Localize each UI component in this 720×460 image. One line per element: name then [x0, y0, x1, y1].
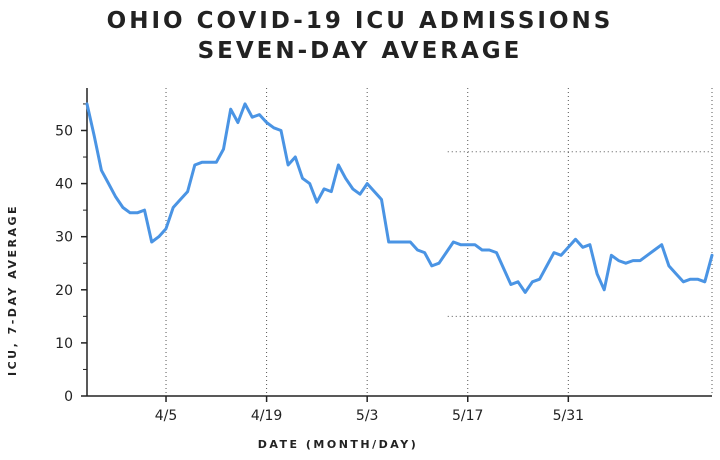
x-tick-label: 4/5 [155, 408, 178, 424]
x-ticks: 4/5 4/19 5/3 5/17 5/31 [155, 396, 584, 424]
series-line [85, 102, 714, 294]
x-tick-label: 5/3 [356, 408, 379, 424]
y-tick-label: 0 [64, 389, 73, 405]
x-tick-label: 5/17 [452, 408, 483, 424]
chart-subtitle: SEVEN-DAY AVERAGE [197, 38, 523, 64]
y-tick-label: 10 [55, 336, 73, 352]
x-tick-label: 4/19 [251, 408, 282, 424]
chart-title: OHIO COVID-19 ICU ADMISSIONS [106, 8, 614, 34]
x-axis-label: DATE (MONTH/DAY) [258, 438, 418, 451]
grid-lines [165, 88, 713, 396]
y-tick-label: 40 [55, 177, 73, 193]
axes [86, 88, 712, 397]
y-tick-label: 20 [55, 283, 73, 299]
y-ticks: 0 10 20 30 40 50 [55, 103, 87, 405]
y-tick-label: 30 [55, 230, 73, 246]
x-tick-label: 5/31 [553, 408, 584, 424]
y-axis-label: ICU, 7-DAY AVERAGE [6, 204, 19, 376]
y-tick-label: 50 [55, 123, 73, 139]
